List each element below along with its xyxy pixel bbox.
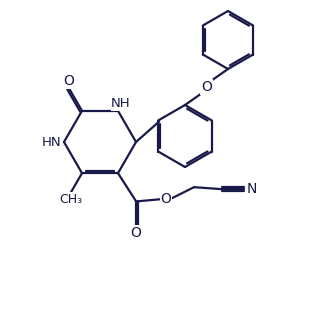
Text: NH: NH	[111, 97, 131, 110]
Text: O: O	[130, 226, 142, 240]
Text: O: O	[161, 192, 171, 206]
Text: HN: HN	[42, 135, 62, 149]
Text: CH₃: CH₃	[60, 193, 82, 206]
Text: N: N	[247, 182, 257, 196]
Text: O: O	[63, 74, 75, 88]
Text: O: O	[201, 80, 212, 94]
